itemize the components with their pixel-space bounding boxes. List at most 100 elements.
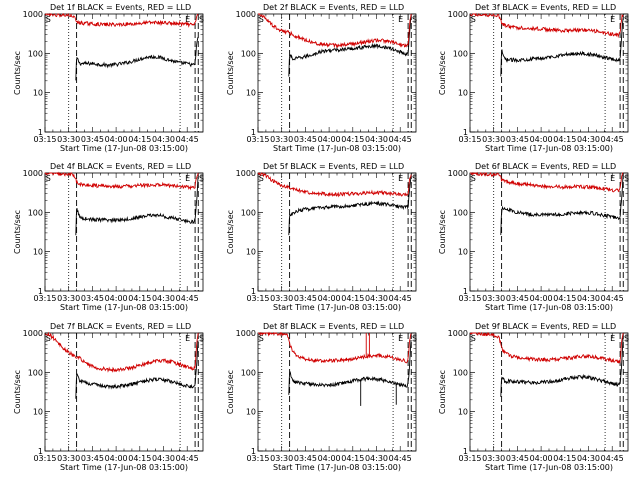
series-line-lld [469, 331, 624, 364]
x-tick-label: 04:00 [530, 454, 553, 463]
y-tick-label: 1 [463, 447, 468, 456]
series-line-lld [258, 13, 412, 49]
restart-marker: S [624, 174, 629, 183]
x-tick-label: 04:45 [389, 294, 412, 303]
x-tick-label: 03:45 [506, 294, 529, 303]
plot-frame [44, 332, 204, 452]
x-tick-label: 03:45 [81, 294, 104, 303]
restart-marker: S [412, 334, 417, 343]
y-tick-label: 1 [463, 128, 468, 137]
plot-frame [469, 332, 629, 452]
series-line-lld [44, 171, 199, 191]
y-tick-label: 1 [38, 128, 43, 137]
panel-det-2: Det 2f BLACK = Events, RED = LLD 1 10 100 10… [226, 3, 417, 153]
y-tick-label: 1000 [236, 10, 256, 19]
y-tick-label: 100 [28, 49, 43, 58]
series-line-events [75, 340, 199, 399]
chart-title: Det 1f BLACK = Events, RED = LLD [50, 3, 191, 12]
end-marker: E [610, 174, 615, 183]
x-tick-label: 04:15 [341, 454, 364, 463]
end-marker: E [185, 15, 190, 24]
series-line-events [500, 174, 624, 236]
x-tick-label: 04:15 [128, 135, 151, 144]
panel-det-4: Det 4f BLACK = Events, RED = LLD 1 10 100 10… [13, 162, 204, 312]
x-tick-label: 04:30 [152, 454, 175, 463]
x-axis-label: Start Time (17-Jun-08 03:15:00) [60, 144, 188, 153]
chart-title: Det 7f BLACK = Events, RED = LLD [50, 322, 191, 331]
y-tick-label: 1000 [236, 169, 256, 178]
restart-marker: S [199, 334, 204, 343]
end-marker: E [185, 334, 190, 343]
y-tick-label: 100 [241, 208, 256, 217]
x-tick-label: 03:45 [294, 294, 317, 303]
x-axis-label: Start Time (17-Jun-08 03:15:00) [273, 303, 401, 312]
y-tick-label: 1 [38, 287, 43, 296]
y-tick-label: 1 [251, 128, 256, 137]
end-marker: E [610, 334, 615, 343]
y-tick-label: 100 [28, 208, 43, 217]
plot-frame [257, 332, 417, 452]
series-line-events [288, 340, 412, 395]
start-marker: S [259, 334, 264, 343]
x-tick-label: 03:30 [270, 135, 293, 144]
series-line-lld [258, 331, 412, 364]
x-tick-label: 03:30 [57, 294, 80, 303]
x-tick-label: 03:45 [81, 454, 104, 463]
series-line-events [288, 175, 412, 236]
plot-frame [44, 172, 204, 292]
x-tick-label: 03:15 [246, 454, 269, 463]
y-axis-label: Counts/sec [226, 370, 235, 414]
y-axis-label: Counts/sec [438, 210, 447, 254]
series-line-events [75, 36, 199, 81]
start-marker: S [46, 174, 51, 183]
chart-title: Det 2f BLACK = Events, RED = LLD [263, 3, 404, 12]
x-tick-label: 04:15 [553, 135, 576, 144]
y-axis-label: Counts/sec [13, 210, 22, 254]
start-marker: S [46, 334, 51, 343]
y-tick-label: 100 [453, 208, 468, 217]
x-tick-label: 04:30 [577, 135, 600, 144]
x-tick-label: 03:15 [246, 135, 269, 144]
y-axis-label: Counts/sec [226, 210, 235, 254]
panel-det-1: Det 1f BLACK = Events, RED = LLD 1 10 100 10… [13, 3, 204, 153]
start-marker: S [46, 15, 51, 24]
start-marker: S [259, 15, 264, 24]
x-tick-label: 04:00 [318, 135, 341, 144]
y-axis-label: Counts/sec [13, 51, 22, 95]
panel-det-6: Det 6f BLACK = Events, RED = LLD 1 10 100 10… [438, 162, 629, 312]
y-tick-label: 100 [241, 49, 256, 58]
end-marker: E [398, 15, 403, 24]
x-tick-label: 04:00 [105, 135, 128, 144]
restart-marker: S [624, 15, 629, 24]
x-tick-label: 03:30 [482, 294, 505, 303]
panel-det-8: Det 8f BLACK = Events, RED = LLD 1 10 100 10… [226, 322, 417, 472]
y-tick-label: 10 [33, 89, 43, 98]
y-tick-label: 1000 [23, 169, 43, 178]
y-tick-label: 1 [463, 287, 468, 296]
x-tick-label: 03:45 [81, 135, 104, 144]
x-axis-label: Start Time (17-Jun-08 03:15:00) [485, 144, 613, 153]
restart-marker: S [199, 174, 204, 183]
x-axis-label: Start Time (17-Jun-08 03:15:00) [60, 303, 188, 312]
y-tick-label: 10 [246, 408, 256, 417]
series-line-lld [44, 331, 199, 373]
y-tick-label: 10 [458, 408, 468, 417]
y-tick-label: 1 [38, 447, 43, 456]
plot-frame [469, 172, 629, 292]
series-line-lld [469, 12, 624, 39]
x-tick-label: 04:15 [553, 454, 576, 463]
series-line-events [288, 16, 412, 77]
x-axis-label: Start Time (17-Jun-08 03:15:00) [485, 303, 613, 312]
x-tick-label: 04:45 [389, 454, 412, 463]
chart-title: Det 3f BLACK = Events, RED = LLD [475, 3, 616, 12]
x-tick-label: 03:30 [482, 454, 505, 463]
y-tick-label: 1000 [448, 10, 468, 19]
restart-marker: S [412, 15, 417, 24]
x-tick-label: 04:00 [105, 454, 128, 463]
y-tick-label: 10 [458, 248, 468, 257]
x-tick-label: 04:30 [152, 135, 175, 144]
x-tick-label: 04:00 [105, 294, 128, 303]
x-tick-label: 03:30 [482, 135, 505, 144]
x-tick-label: 03:45 [506, 454, 529, 463]
